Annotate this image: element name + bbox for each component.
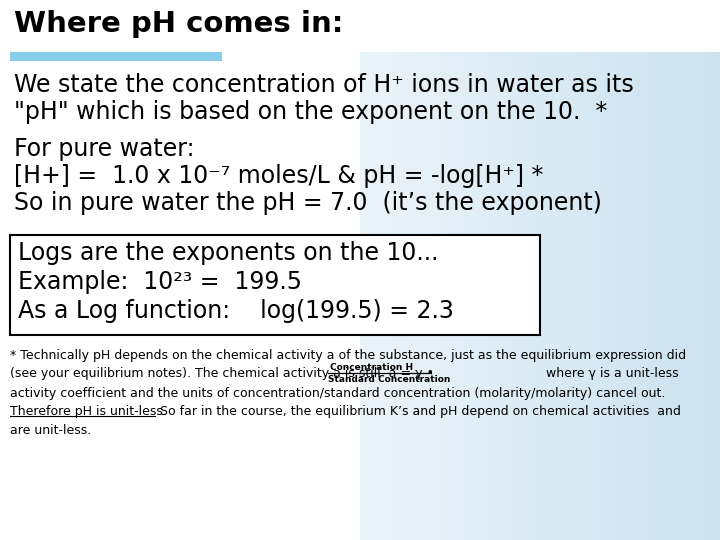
Text: Logs are the exponents on the 10...: Logs are the exponents on the 10...: [18, 241, 438, 265]
Text: Example:  10²³ =  199.5: Example: 10²³ = 199.5: [18, 270, 302, 294]
Text: For pure water:: For pure water:: [14, 137, 194, 161]
FancyBboxPatch shape: [10, 52, 222, 61]
Text: So far in the course, the equilibrium K’s and pH depend on chemical activities  : So far in the course, the equilibrium K’…: [156, 406, 681, 419]
Text: Therefore pH is unit-less.: Therefore pH is unit-less.: [10, 406, 167, 419]
Text: So in pure water the pH = 7.0  (it’s the exponent): So in pure water the pH = 7.0 (it’s the …: [14, 191, 602, 215]
Text: Concentration H: Concentration H: [330, 363, 413, 372]
Text: Standard Concentration: Standard Concentration: [328, 375, 451, 384]
Text: "pH" which is based on the exponent on the 10.  *: "pH" which is based on the exponent on t…: [14, 100, 607, 124]
FancyBboxPatch shape: [0, 0, 720, 52]
FancyBboxPatch shape: [10, 235, 540, 335]
Text: (see your equilibrium notes). The chemical activity a is still  a = γ •         : (see your equilibrium notes). The chemic…: [10, 368, 679, 381]
Text: [H+] =  1.0 x 10⁻⁷ moles/L & pH = -log[H⁺] *: [H+] = 1.0 x 10⁻⁷ moles/L & pH = -log[H⁺…: [14, 164, 544, 188]
Text: Where pH comes in:: Where pH comes in:: [14, 10, 343, 38]
Text: are unit-less.: are unit-less.: [10, 424, 91, 437]
Text: activity coefficient and the units of concentration/standard concentration (mola: activity coefficient and the units of co…: [10, 387, 665, 400]
Text: * Technically pH depends on the chemical activity a of the substance, just as th: * Technically pH depends on the chemical…: [10, 348, 686, 361]
Text: We state the concentration of H⁺ ions in water as its: We state the concentration of H⁺ ions in…: [14, 73, 634, 97]
Text: As a Log function:    log(199.5) = 2.3: As a Log function: log(199.5) = 2.3: [18, 299, 454, 323]
